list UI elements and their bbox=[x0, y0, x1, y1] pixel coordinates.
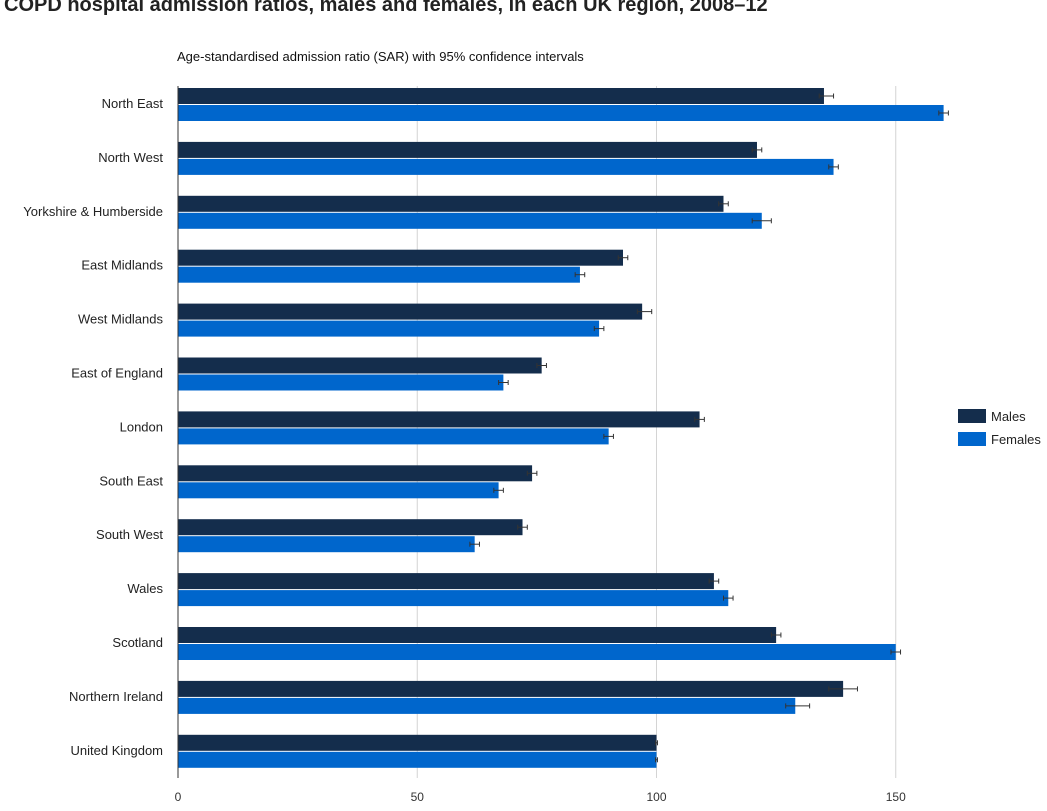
category-label: United Kingdom bbox=[71, 743, 164, 758]
bar-males bbox=[178, 627, 777, 643]
bar-males bbox=[178, 680, 844, 697]
bar-females bbox=[178, 428, 609, 445]
category-label: London bbox=[120, 419, 163, 434]
bar-males bbox=[178, 88, 824, 104]
x-tick-label: 0 bbox=[175, 790, 182, 804]
x-tick-label: 100 bbox=[646, 790, 666, 804]
category-label: Northern Ireland bbox=[69, 689, 163, 704]
chart-subtitle: Age-standardised admission ratio (SAR) w… bbox=[177, 49, 584, 64]
bar-males bbox=[178, 465, 533, 482]
bar-males bbox=[178, 195, 724, 212]
category-label: West Midlands bbox=[78, 312, 164, 327]
bar-females bbox=[178, 697, 796, 714]
category-label: East of England bbox=[71, 366, 163, 381]
category-label: Wales bbox=[127, 581, 163, 596]
bar-males bbox=[178, 573, 714, 590]
bar-males bbox=[178, 357, 542, 374]
bar-females bbox=[178, 482, 499, 499]
bar-males bbox=[178, 519, 523, 536]
bar-females bbox=[178, 320, 600, 337]
bar-females bbox=[178, 644, 896, 660]
category-label: North West bbox=[98, 150, 163, 165]
bar-females bbox=[178, 374, 504, 391]
bar-females bbox=[178, 536, 475, 553]
bar-males bbox=[178, 249, 624, 266]
bar-females bbox=[178, 105, 944, 121]
bar-females bbox=[178, 212, 762, 229]
bar-males bbox=[178, 303, 643, 320]
legend-label-females: Females bbox=[991, 432, 1041, 447]
bar-males bbox=[178, 411, 700, 428]
category-label: South West bbox=[96, 527, 163, 542]
x-tick-label: 150 bbox=[886, 790, 906, 804]
category-label: North East bbox=[102, 96, 164, 111]
bar-males bbox=[178, 734, 657, 751]
legend-swatch-males bbox=[958, 409, 986, 423]
legend-label-males: Males bbox=[991, 409, 1026, 424]
legend-swatch-females bbox=[958, 432, 986, 446]
bar-males bbox=[178, 141, 757, 158]
category-label: Scotland bbox=[112, 635, 163, 650]
category-label: South East bbox=[99, 473, 163, 488]
x-tick-label: 50 bbox=[411, 790, 425, 804]
bar-females bbox=[178, 590, 729, 607]
chart-title: COPD hospital admission ratios, males an… bbox=[4, 0, 768, 16]
bar-females bbox=[178, 751, 657, 768]
category-label: Yorkshire & Humberside bbox=[23, 204, 163, 219]
bar-females bbox=[178, 266, 580, 283]
category-label: East Midlands bbox=[81, 258, 163, 273]
bar-females bbox=[178, 158, 834, 175]
